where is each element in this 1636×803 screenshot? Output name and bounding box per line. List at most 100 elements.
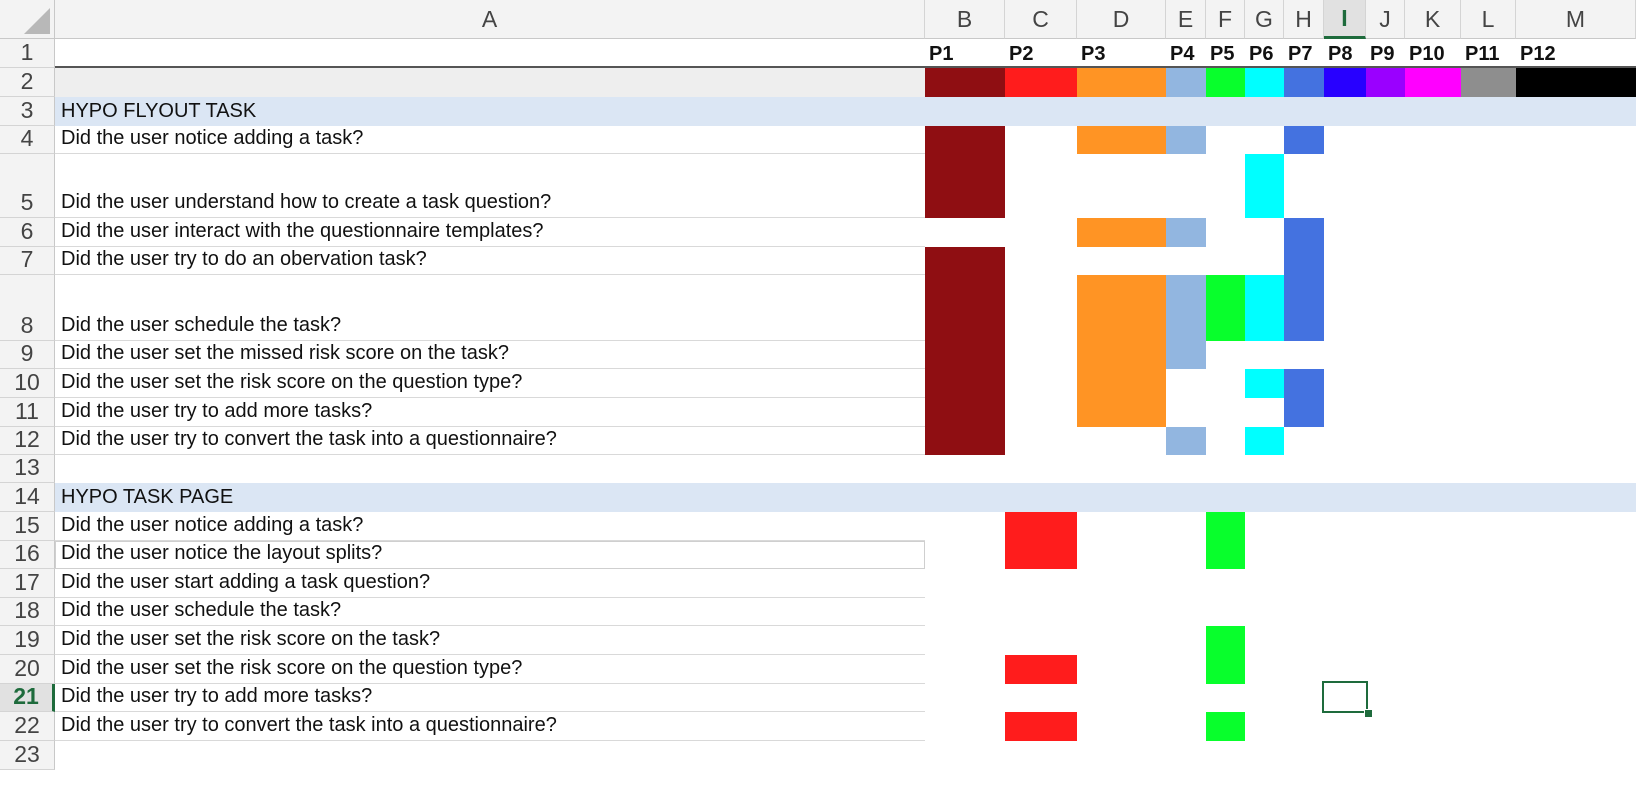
column-header-g[interactable]: G <box>1245 0 1284 39</box>
column-header-m[interactable]: M <box>1516 0 1636 39</box>
question-cell[interactable]: Did the user schedule the task? <box>55 598 925 626</box>
row-header-8[interactable]: 8 <box>0 275 55 341</box>
response-cell-p1[interactable] <box>925 247 1005 275</box>
row-header-2[interactable]: 2 <box>0 68 55 97</box>
response-cell-p3[interactable] <box>1077 275 1166 341</box>
response-cell-p2[interactable] <box>1005 541 1077 569</box>
participant-header-p6[interactable]: P6 <box>1249 43 1274 65</box>
row-header-5[interactable]: 5 <box>0 154 55 218</box>
participant-header-p1[interactable]: P1 <box>929 43 954 65</box>
response-cell-p1[interactable] <box>925 154 1005 218</box>
row-header-7[interactable]: 7 <box>0 246 55 275</box>
response-cell-p7[interactable] <box>1284 398 1324 427</box>
question-cell[interactable]: Did the user set the risk score on the t… <box>55 626 925 655</box>
row-header-18[interactable]: 18 <box>0 597 55 626</box>
row-header-22[interactable]: 22 <box>0 712 55 741</box>
response-cell-p5[interactable] <box>1206 655 1245 684</box>
participant-header-p5[interactable]: P5 <box>1210 43 1235 65</box>
column-header-k[interactable]: K <box>1405 0 1461 39</box>
response-cell-p4[interactable] <box>1166 427 1206 455</box>
row-header-15[interactable]: 15 <box>0 512 55 541</box>
question-cell[interactable]: Did the user try to do an obervation tas… <box>55 247 925 275</box>
response-cell-p3[interactable] <box>1077 369 1166 398</box>
participant-color-p6[interactable] <box>1245 68 1284 97</box>
response-cell-p6[interactable] <box>1245 369 1284 398</box>
participant-header-p10[interactable]: P10 <box>1409 43 1445 65</box>
question-cell[interactable]: Did the user notice adding a task? <box>55 512 925 541</box>
participant-color-p9[interactable] <box>1366 68 1405 97</box>
row-header-19[interactable]: 19 <box>0 626 55 655</box>
row-header-21[interactable]: 21 <box>0 683 55 712</box>
participant-header-p11[interactable]: P11 <box>1465 43 1500 65</box>
response-cell-p3[interactable] <box>1077 341 1166 369</box>
row-header-1[interactable]: 1 <box>0 39 55 68</box>
active-cell-selection[interactable] <box>1322 681 1368 713</box>
question-cell[interactable]: Did the user notice adding a task? <box>55 126 925 154</box>
participant-color-p3[interactable] <box>1077 68 1166 97</box>
question-cell[interactable]: Did the user start adding a task questio… <box>55 569 925 598</box>
row-header-23[interactable]: 23 <box>0 741 55 770</box>
response-cell-p1[interactable] <box>925 126 1005 154</box>
column-header-a[interactable]: A <box>55 0 925 39</box>
column-header-j[interactable]: J <box>1366 0 1405 39</box>
response-cell-p2[interactable] <box>1005 712 1077 741</box>
response-cell-p5[interactable] <box>1206 275 1245 341</box>
select-all-corner[interactable] <box>0 0 55 39</box>
question-cell[interactable]: Did the user schedule the task? <box>55 275 925 341</box>
question-cell[interactable]: Did the user set the risk score on the q… <box>55 369 925 398</box>
row-header-14[interactable]: 14 <box>0 483 55 512</box>
response-cell-p4[interactable] <box>1166 275 1206 341</box>
response-cell-p5[interactable] <box>1206 626 1245 655</box>
participant-header-p7[interactable]: P7 <box>1288 43 1313 65</box>
response-cell-p1[interactable] <box>925 275 1005 341</box>
row-header-10[interactable]: 10 <box>0 369 55 398</box>
participant-color-p1[interactable] <box>925 68 1005 97</box>
participant-color-p10[interactable] <box>1405 68 1461 97</box>
question-cell[interactable]: Did the user try to convert the task int… <box>55 712 925 741</box>
response-cell-p2[interactable] <box>1005 512 1077 541</box>
response-cell-p4[interactable] <box>1166 218 1206 247</box>
response-cell-p1[interactable] <box>925 427 1005 455</box>
participant-color-p5[interactable] <box>1206 68 1245 97</box>
participant-header-p12[interactable]: P12 <box>1520 43 1556 65</box>
question-cell[interactable]: Did the user set the risk score on the q… <box>55 655 925 684</box>
row-header-9[interactable]: 9 <box>0 340 55 369</box>
row-header-3[interactable]: 3 <box>0 97 55 126</box>
question-cell[interactable]: Did the user try to convert the task int… <box>55 427 925 455</box>
row-header-20[interactable]: 20 <box>0 655 55 684</box>
row-header-17[interactable]: 17 <box>0 569 55 598</box>
response-cell-p6[interactable] <box>1245 275 1284 341</box>
response-cell-p2[interactable] <box>1005 655 1077 684</box>
response-cell-p5[interactable] <box>1206 512 1245 541</box>
column-header-l[interactable]: L <box>1461 0 1516 39</box>
participant-color-p8[interactable] <box>1324 68 1366 97</box>
row-header-6[interactable]: 6 <box>0 218 55 247</box>
response-cell-p7[interactable] <box>1284 126 1324 154</box>
row-header-13[interactable]: 13 <box>0 454 55 483</box>
column-header-h[interactable]: H <box>1284 0 1324 39</box>
fill-handle[interactable] <box>1364 709 1373 718</box>
column-header-e[interactable]: E <box>1166 0 1206 39</box>
response-cell-p1[interactable] <box>925 398 1005 427</box>
column-header-c[interactable]: C <box>1005 0 1077 39</box>
question-cell[interactable]: Did the user set the missed risk score o… <box>55 341 925 369</box>
participant-header-p3[interactable]: P3 <box>1081 43 1106 65</box>
response-cell-p4[interactable] <box>1166 126 1206 154</box>
participant-header-p4[interactable]: P4 <box>1170 43 1195 65</box>
response-cell-p4[interactable] <box>1166 341 1206 369</box>
response-cell-p3[interactable] <box>1077 126 1166 154</box>
column-header-i[interactable]: I <box>1324 0 1366 39</box>
row-header-4[interactable]: 4 <box>0 125 55 154</box>
response-cell-p7[interactable] <box>1284 247 1324 275</box>
participant-color-p4[interactable] <box>1166 68 1206 97</box>
column-header-b[interactable]: B <box>925 0 1005 39</box>
participant-header-p8[interactable]: P8 <box>1328 43 1353 65</box>
row-header-16[interactable]: 16 <box>0 540 55 569</box>
participant-header-p9[interactable]: P9 <box>1370 43 1395 65</box>
response-cell-p3[interactable] <box>1077 218 1166 247</box>
response-cell-p5[interactable] <box>1206 712 1245 741</box>
response-cell-p1[interactable] <box>925 341 1005 369</box>
participant-color-p2[interactable] <box>1005 68 1077 97</box>
row-header-12[interactable]: 12 <box>0 426 55 455</box>
response-cell-p6[interactable] <box>1245 154 1284 218</box>
